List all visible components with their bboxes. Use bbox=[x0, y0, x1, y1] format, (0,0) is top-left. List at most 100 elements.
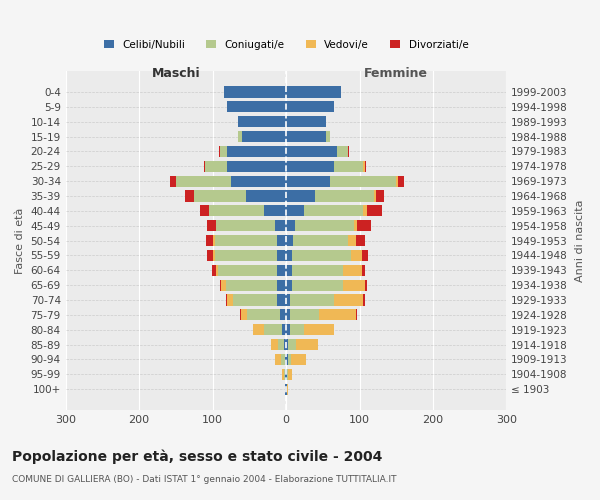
Bar bbox=[363, 294, 365, 306]
Bar bbox=[293, 235, 349, 246]
Bar bbox=[205, 160, 227, 172]
Bar bbox=[290, 294, 334, 306]
Bar bbox=[280, 310, 286, 320]
Bar bbox=[296, 339, 317, 350]
Bar bbox=[304, 324, 334, 336]
Bar bbox=[287, 354, 291, 365]
Bar bbox=[291, 354, 306, 365]
Bar bbox=[287, 368, 288, 380]
Bar bbox=[356, 310, 358, 320]
Bar bbox=[227, 160, 286, 172]
Bar bbox=[220, 280, 221, 290]
Bar bbox=[231, 176, 286, 186]
Bar bbox=[240, 310, 241, 320]
Bar bbox=[284, 354, 286, 365]
Bar bbox=[316, 190, 374, 202]
Bar bbox=[242, 131, 286, 142]
Bar bbox=[290, 310, 319, 320]
Bar bbox=[304, 206, 363, 216]
Bar bbox=[286, 102, 334, 112]
Bar bbox=[226, 280, 277, 290]
Bar bbox=[334, 160, 363, 172]
Bar bbox=[398, 176, 404, 186]
Bar bbox=[277, 280, 286, 290]
Bar bbox=[170, 176, 176, 186]
Bar bbox=[277, 294, 286, 306]
Bar bbox=[286, 220, 295, 232]
Bar bbox=[275, 354, 281, 365]
Bar bbox=[351, 250, 362, 261]
Bar bbox=[349, 235, 356, 246]
Bar bbox=[292, 264, 343, 276]
Bar bbox=[286, 116, 326, 128]
Bar bbox=[286, 310, 290, 320]
Bar bbox=[292, 250, 351, 261]
Bar bbox=[207, 250, 212, 261]
Bar bbox=[326, 131, 330, 142]
Bar bbox=[216, 220, 275, 232]
Bar bbox=[362, 250, 368, 261]
Bar bbox=[241, 310, 247, 320]
Bar bbox=[286, 146, 337, 157]
Bar bbox=[212, 264, 215, 276]
Bar bbox=[226, 294, 227, 306]
Bar bbox=[337, 146, 349, 157]
Bar bbox=[286, 176, 330, 186]
Bar bbox=[253, 324, 264, 336]
Legend: Celibi/Nubili, Coniugati/e, Vedovi/e, Divorziati/e: Celibi/Nubili, Coniugati/e, Vedovi/e, Di… bbox=[100, 36, 473, 54]
Bar bbox=[286, 324, 290, 336]
Bar bbox=[286, 235, 293, 246]
Bar bbox=[362, 264, 365, 276]
Bar bbox=[286, 190, 316, 202]
Bar bbox=[365, 280, 367, 290]
Bar bbox=[264, 206, 286, 216]
Bar bbox=[277, 264, 286, 276]
Bar bbox=[343, 280, 365, 290]
Bar bbox=[353, 220, 358, 232]
Bar bbox=[209, 206, 264, 216]
Bar bbox=[214, 235, 215, 246]
Bar bbox=[286, 160, 334, 172]
Bar bbox=[365, 160, 366, 172]
Bar bbox=[358, 220, 371, 232]
Bar bbox=[218, 264, 277, 276]
Bar bbox=[224, 86, 286, 98]
Bar bbox=[238, 131, 242, 142]
Bar bbox=[330, 176, 396, 186]
Bar bbox=[292, 280, 343, 290]
Bar bbox=[277, 235, 286, 246]
Bar bbox=[363, 206, 367, 216]
Bar bbox=[396, 176, 398, 186]
Bar bbox=[212, 250, 215, 261]
Bar bbox=[286, 250, 292, 261]
Bar bbox=[319, 310, 356, 320]
Bar bbox=[215, 264, 218, 276]
Bar bbox=[286, 294, 290, 306]
Bar bbox=[233, 294, 277, 306]
Bar bbox=[286, 206, 304, 216]
Bar bbox=[215, 235, 277, 246]
Bar bbox=[286, 131, 326, 142]
Text: Popolazione per età, sesso e stato civile - 2004: Popolazione per età, sesso e stato civil… bbox=[12, 450, 382, 464]
Bar bbox=[376, 190, 384, 202]
Bar bbox=[281, 368, 284, 380]
Bar bbox=[264, 324, 283, 336]
Bar bbox=[185, 190, 194, 202]
Bar bbox=[334, 294, 363, 306]
Bar bbox=[356, 235, 365, 246]
Bar bbox=[227, 146, 286, 157]
Bar bbox=[283, 324, 286, 336]
Bar bbox=[227, 294, 233, 306]
Text: Femmine: Femmine bbox=[364, 67, 428, 80]
Bar bbox=[286, 339, 288, 350]
Text: Maschi: Maschi bbox=[152, 67, 200, 80]
Bar bbox=[374, 190, 376, 202]
Bar bbox=[286, 354, 287, 365]
Bar bbox=[363, 160, 365, 172]
Bar bbox=[288, 368, 292, 380]
Bar bbox=[290, 324, 304, 336]
Bar bbox=[295, 220, 353, 232]
Bar bbox=[275, 220, 286, 232]
Bar bbox=[286, 368, 287, 380]
Bar bbox=[286, 86, 341, 98]
